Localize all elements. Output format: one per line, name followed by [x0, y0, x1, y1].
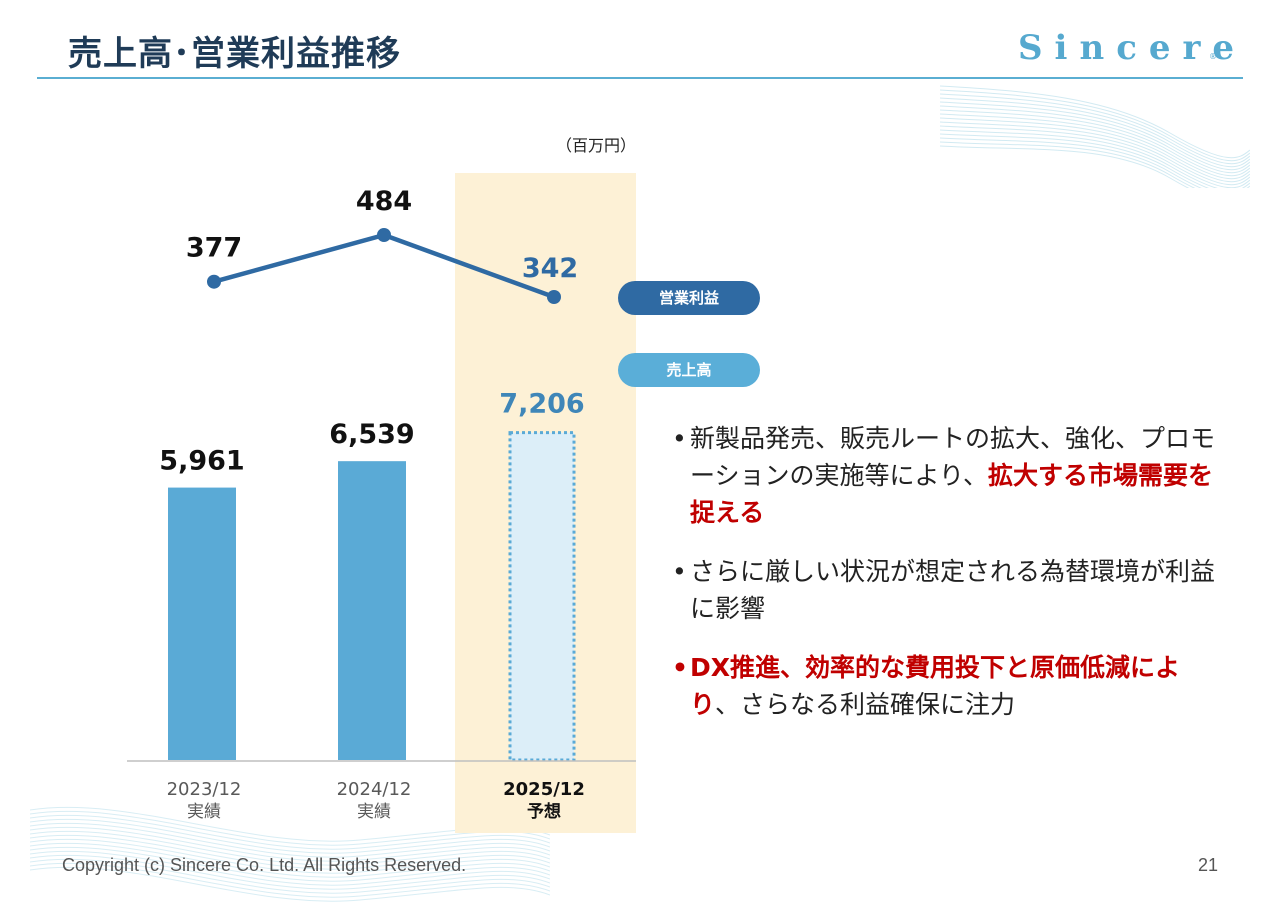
wave-line — [940, 129, 1250, 188]
wave-line — [940, 97, 1250, 168]
line-value-label: 342 — [522, 253, 578, 284]
line-value-label: 484 — [356, 186, 412, 217]
wave-line — [940, 93, 1250, 165]
wave-line — [940, 121, 1250, 186]
wave-line — [30, 830, 550, 866]
wave-line — [940, 109, 1250, 177]
wave-line — [940, 117, 1250, 183]
wave-line — [30, 834, 550, 870]
bar-value-label: 7,206 — [499, 389, 584, 420]
wave-line — [940, 133, 1250, 188]
page-number: 21 — [1198, 855, 1219, 875]
wave-line — [940, 89, 1250, 162]
key-point-text: 新製品発売、販売ルートの拡大、強化、プロモーションの実施等により、 — [690, 424, 1216, 490]
brand-logo: Sincere — [1018, 28, 1247, 68]
legend-sales: 売上高 — [618, 353, 760, 387]
unit-label: （百万円） — [556, 136, 637, 155]
wave-line — [30, 858, 550, 894]
x-tick-sublabel: 予想 — [527, 801, 561, 822]
bar-value-label: 5,961 — [159, 446, 244, 477]
line-operating-profit — [213, 232, 555, 300]
bullet-icon: • — [672, 557, 687, 586]
decorative-wave-top — [940, 85, 1250, 188]
wave-line — [940, 125, 1250, 188]
x-tick-label: 2024/12 — [337, 779, 412, 800]
line-value-label: 377 — [186, 233, 242, 264]
wave-line — [30, 838, 550, 874]
wave-line — [30, 826, 550, 862]
title-divider — [37, 77, 1243, 79]
wave-line — [940, 137, 1202, 188]
x-tick-label: 2025/12 — [503, 779, 585, 800]
wave-line — [30, 862, 550, 898]
x-tick-sublabel: 実績 — [187, 802, 221, 822]
bullet-icon: • — [672, 424, 687, 453]
wave-line — [30, 850, 550, 886]
bar-sales-2025/12 — [508, 431, 576, 762]
decorative-wave-bottom — [30, 806, 550, 902]
registered-mark: ® — [1209, 52, 1217, 61]
key-point-item: • 新製品発売、販売ルートの拡大、強化、プロモーションの実施等により、拡大する市場… — [666, 420, 1226, 531]
wave-line — [30, 846, 550, 882]
legend-operating-profit: 営業利益 — [618, 281, 760, 315]
x-tick-label: 2023/12 — [167, 779, 242, 800]
point-operating-profit-2025/12 — [547, 290, 561, 304]
wave-line — [940, 113, 1250, 180]
key-point-item: • DX推進、効率的な費用投下と原価低減により、さらなる利益確保に注力 — [666, 649, 1226, 723]
bar-value-label: 6,539 — [329, 419, 414, 450]
x-tick-sublabel: 実績 — [357, 802, 391, 822]
bar-sales-2024/12 — [338, 461, 406, 760]
wave-line — [940, 101, 1250, 171]
key-points-list: • 新製品発売、販売ルートの拡大、強化、プロモーションの実施等により、拡大する市場… — [666, 420, 1226, 745]
bar-sales-2023/12 — [168, 487, 236, 760]
wave-line — [30, 818, 550, 854]
point-operating-profit-2024/12 — [377, 228, 391, 242]
wave-line — [30, 822, 550, 858]
bullet-icon: • — [672, 653, 688, 682]
key-point-emphasis: 拡大する市場需要を捉える — [690, 461, 1214, 527]
wave-line — [940, 141, 1196, 188]
key-point-text: さらに厳しい状況が想定される為替環境が利益に影響 — [690, 557, 1216, 623]
point-operating-profit-2023/12 — [207, 274, 221, 289]
key-point-emphasis: DX推進、効率的な費用投下と原価低減により — [690, 653, 1181, 719]
wave-line — [30, 854, 550, 890]
wave-line — [30, 842, 550, 878]
wave-line — [30, 866, 550, 902]
wave-line — [30, 814, 550, 850]
wave-line — [940, 85, 1250, 159]
wave-line — [940, 105, 1250, 174]
copyright-text: Copyright (c) Sincere Co. Ltd. All Right… — [62, 855, 467, 875]
key-point-text: 、さらなる利益確保に注力 — [715, 690, 1016, 719]
page-title: 売上高･営業利益推移 — [68, 34, 401, 74]
wave-line — [940, 145, 1190, 188]
key-point-item: • さらに厳しい状況が想定される為替環境が利益に影響 — [666, 553, 1226, 627]
